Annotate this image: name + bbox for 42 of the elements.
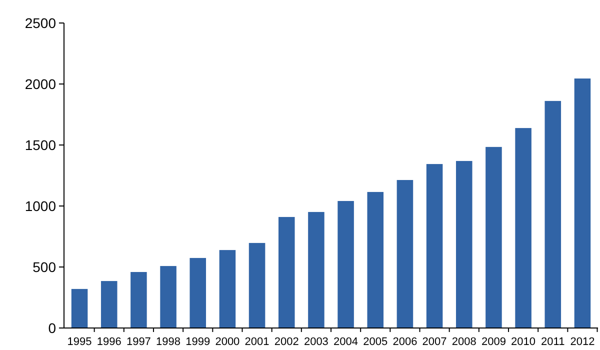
bar [544, 100, 562, 328]
x-tick-label: 2005 [363, 336, 388, 348]
y-tick-label: 2500 [24, 14, 56, 31]
y-tick-label: 0 [48, 320, 56, 336]
x-tick-label: 2008 [452, 336, 476, 348]
x-tick-label: 2012 [570, 336, 595, 348]
bar [426, 164, 443, 328]
bar [486, 146, 502, 328]
bar [190, 258, 206, 328]
bar [367, 192, 384, 328]
y-tick-label: 1500 [24, 136, 56, 153]
bar [456, 160, 472, 328]
x-tick-label: 2001 [244, 336, 270, 348]
x-tick-label: 2011 [541, 336, 565, 348]
x-tick-label: 2000 [215, 336, 240, 348]
x-tick-label: 2002 [274, 336, 299, 348]
bar [574, 78, 591, 328]
bar [338, 201, 354, 328]
bar [219, 250, 236, 328]
x-tick-label: 2010 [511, 336, 536, 348]
bar [248, 242, 266, 328]
bar [71, 288, 88, 328]
x-tick-label: 1995 [67, 336, 92, 348]
x-tick-label: 1999 [186, 336, 210, 348]
x-tick-label: 2007 [422, 336, 447, 348]
bar [130, 272, 147, 328]
bar [396, 180, 414, 328]
bar [278, 216, 295, 328]
x-tick-label: 2006 [392, 336, 418, 348]
x-tick-label: 1996 [96, 336, 122, 348]
x-tick-label: 2003 [304, 336, 328, 348]
bar [308, 212, 324, 328]
x-tick-label: 1997 [126, 336, 151, 348]
x-tick-label: 2009 [481, 336, 506, 348]
y-tick-label: 1000 [24, 198, 56, 214]
bar [515, 128, 532, 328]
x-tick-label: 1998 [156, 336, 181, 348]
bar [100, 281, 118, 328]
bar [160, 266, 176, 328]
y-tick-label: 2000 [24, 76, 56, 92]
y-tick-label: 500 [32, 258, 56, 275]
x-tick-label: 2004 [334, 336, 358, 348]
